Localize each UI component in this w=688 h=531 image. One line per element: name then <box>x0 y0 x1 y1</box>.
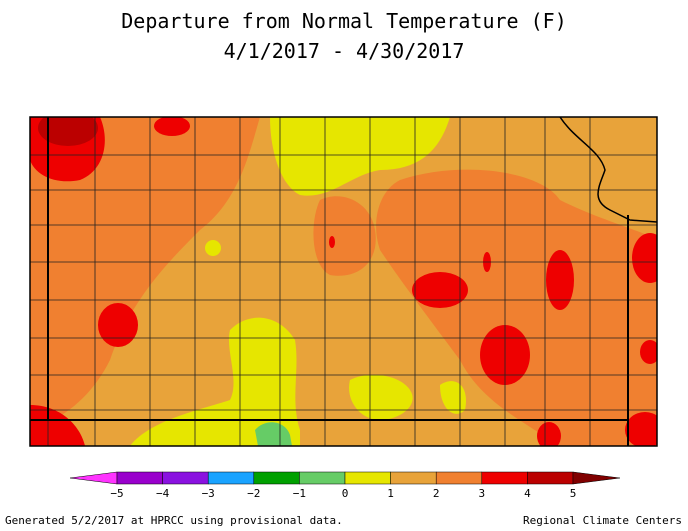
footer-left: Generated 5/2/2017 at HPRCC using provis… <box>5 514 343 527</box>
legend-tick-label: 0 <box>342 487 349 500</box>
legend-bin <box>299 471 346 485</box>
legend-bin <box>207 471 255 485</box>
legend-tick-label: 4 <box>524 487 531 500</box>
cool-areas <box>130 117 466 446</box>
hotter-area <box>38 117 98 146</box>
river-border <box>559 117 657 223</box>
footer-right: Regional Climate Centers <box>523 514 682 527</box>
legend-tick-label: −2 <box>247 487 260 500</box>
legend-bin <box>253 471 300 485</box>
legend-tick-label: −4 <box>156 487 170 500</box>
legend-tick-label: −3 <box>202 487 215 500</box>
legend-tick-label: 1 <box>387 487 394 500</box>
legend-bin <box>481 471 528 485</box>
legend-tick-label: −5 <box>110 487 123 500</box>
title-line: Departure from Normal Temperature (F) <box>121 9 567 33</box>
legend: −5 −4 −3 −2 −1 0 1 2 3 4 5 <box>69 471 621 500</box>
county-lines <box>30 117 657 446</box>
legend-tick-label: −1 <box>293 487 306 500</box>
legend-arrow <box>572 471 621 485</box>
title-line: 4/1/2017 - 4/30/2017 <box>224 39 465 63</box>
legend-bin <box>162 471 209 485</box>
state-border <box>30 117 629 446</box>
legend-bin <box>527 471 574 485</box>
legend-tick-label: 3 <box>478 487 485 500</box>
legend-tick-label: 5 <box>570 487 577 500</box>
legend-bin <box>390 471 437 485</box>
legend-bin <box>344 471 391 485</box>
legend-tick-label: 2 <box>433 487 440 500</box>
map-frame <box>29 116 658 447</box>
legend-bin <box>116 471 163 485</box>
cool-spot <box>255 422 292 446</box>
legend-bin <box>435 471 483 485</box>
legend-arrow <box>69 471 118 485</box>
warm-areas <box>30 117 657 446</box>
map <box>29 116 658 447</box>
